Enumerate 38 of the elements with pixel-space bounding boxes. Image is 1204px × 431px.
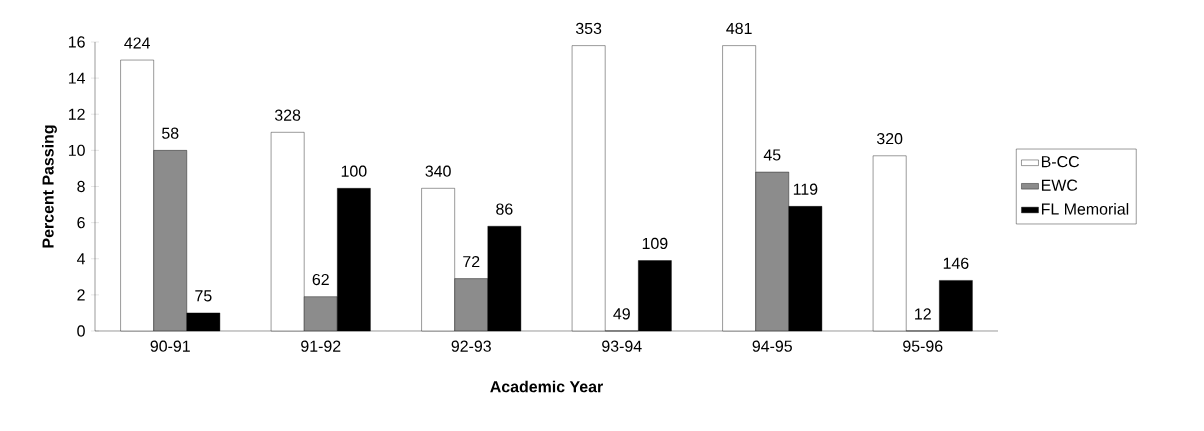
y-axis-title: Percent Passing: [42, 125, 57, 248]
annotation: 62: [312, 273, 329, 286]
y-tick-label: 16: [68, 36, 85, 48]
annotation: 58: [162, 127, 179, 139]
text: 481: [726, 22, 752, 35]
x-tick-label: 92-93: [451, 340, 491, 352]
annotation: 100: [341, 165, 367, 177]
annotation: 119: [793, 183, 818, 195]
annotation: 86: [496, 203, 513, 215]
y-tick-label: 14: [68, 72, 86, 84]
annotation: 109: [642, 237, 668, 250]
annotation: 49: [613, 308, 630, 320]
y-tick-label: 2: [77, 289, 85, 301]
x-axis-title: Academic Year: [490, 380, 603, 393]
annotation: 328: [274, 109, 301, 121]
annotation: 424: [124, 37, 150, 49]
annotation: 45: [763, 149, 781, 161]
y-tick-label: 12: [68, 108, 85, 120]
x-tick-label: 93-94: [602, 340, 642, 352]
annotation: 146: [943, 257, 969, 269]
y-tick-label: 4: [76, 253, 86, 265]
legend-label: EWC: [1041, 179, 1078, 191]
annotation: 320: [876, 133, 903, 145]
x-tick-label: 91-92: [301, 340, 341, 352]
annotation: 12: [915, 308, 931, 320]
x-tick-label: 90-91: [150, 340, 190, 352]
x-tick-label: 95-96: [903, 340, 943, 352]
annotation: 72: [463, 255, 480, 268]
legend-label: B-CC: [1041, 156, 1080, 168]
y-tick-label: 8: [77, 180, 85, 193]
annotation: 75: [195, 290, 212, 302]
annotation: 340: [425, 165, 451, 177]
legend-label: FL Memorial: [1041, 203, 1129, 215]
text: 353: [575, 22, 602, 35]
y-tick-label: 6: [77, 216, 85, 229]
x-tick-label: 94-95: [752, 340, 792, 352]
y-tick-label: 10: [68, 144, 85, 157]
y-tick-label: 0: [77, 325, 85, 337]
